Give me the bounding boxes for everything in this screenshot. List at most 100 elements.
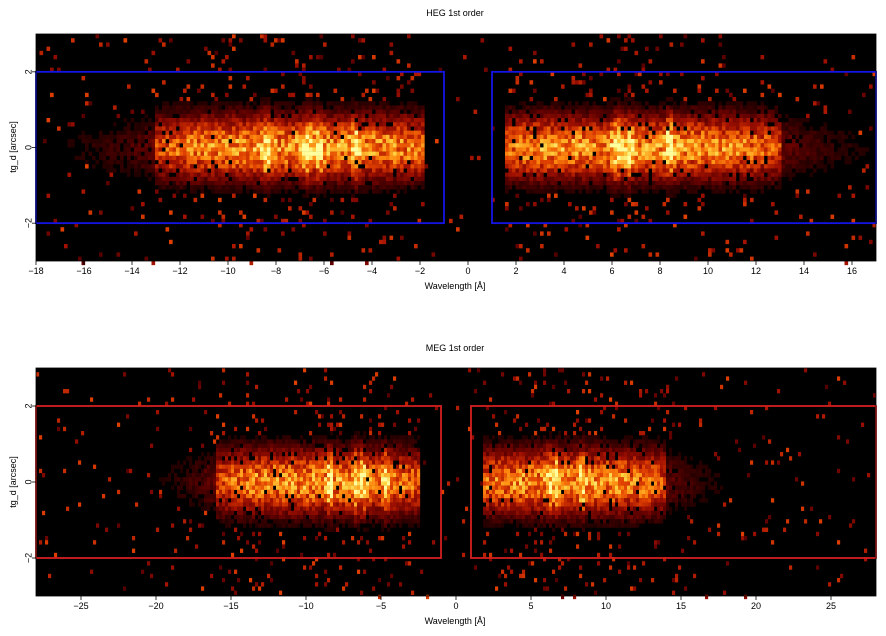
heg-heat-cell [368, 143, 373, 148]
meg-heat-cell [201, 485, 205, 490]
heg-heat-cell [505, 164, 509, 169]
meg-heat-cell [210, 502, 214, 507]
heg-heat-cell [309, 189, 313, 194]
heg-heat-cell [701, 160, 705, 165]
meg-heat-cell [312, 452, 316, 457]
meg-heat-cell [183, 481, 187, 486]
heg-heat-cell [389, 235, 394, 240]
heg-heat-cell [372, 134, 376, 140]
heg-heat-cell [60, 227, 65, 232]
meg-heat-cell [216, 456, 220, 461]
heg-heat-cell [190, 126, 194, 131]
heg-heat-cell [701, 151, 705, 156]
heg-heat-cell [396, 76, 401, 81]
heg-heat-cell [316, 172, 320, 177]
heg-heat-cell [295, 63, 299, 68]
heg-heat-cell [386, 105, 390, 110]
heg-heat-cell [666, 168, 670, 173]
heg-heat-cell [193, 189, 198, 194]
meg-heat-cell [258, 494, 262, 499]
heg-heat-cell [316, 147, 320, 152]
heg-heat-cell [382, 235, 387, 240]
meg-heat-cell [297, 502, 301, 507]
meg-heat-cell [207, 477, 211, 482]
heg-heat-cell [578, 214, 583, 219]
heg-heat-cell [225, 55, 229, 60]
heg-heat-cell [176, 172, 180, 177]
heg-heat-cell [375, 139, 380, 144]
heg-heat-cell [249, 227, 254, 232]
heg-heat-cell [858, 235, 863, 240]
heg-heat-cell [655, 122, 660, 127]
meg-heat-cell [234, 590, 238, 595]
heg-heat-cell [718, 134, 723, 140]
heg-heat-cell [617, 218, 621, 224]
meg-heat-cell [192, 502, 196, 507]
meg-heat-cell [303, 536, 307, 541]
heg-heat-cell [239, 181, 243, 186]
heg-heat-cell [508, 223, 513, 228]
heg-heat-cell [246, 172, 250, 177]
heg-heat-cell [162, 164, 166, 169]
meg-heat-cell [246, 468, 250, 474]
heg-heat-cell [186, 151, 191, 156]
heg-heat-cell [109, 134, 114, 140]
heg-heat-cell [253, 143, 257, 148]
heg-heat-cell [610, 164, 614, 169]
heg-heat-cell [547, 139, 551, 144]
heg-heat-cell [785, 151, 789, 156]
heg-heat-cell [522, 185, 527, 190]
heg-heat-cell [799, 139, 803, 144]
heg-heat-cell [193, 126, 198, 131]
heg-heat-cell [396, 168, 401, 173]
heg-heat-cell [372, 181, 376, 186]
meg-heat-cell [219, 494, 223, 499]
meg-heat-cell [252, 473, 256, 478]
heg-heat-cell [361, 151, 366, 156]
heg-heat-cell [246, 160, 250, 165]
heg-heat-cell [414, 176, 418, 182]
heg-heat-cell [505, 130, 509, 135]
heg-heat-cell [368, 105, 373, 110]
meg-heat-cell [297, 481, 301, 486]
heg-heat-cell [263, 105, 268, 110]
meg-heat-cell [294, 456, 298, 461]
heg-heat-cell [316, 122, 320, 127]
heg-heat-cell [386, 101, 390, 106]
heg-heat-cell [134, 160, 138, 165]
heg-heat-cell [613, 164, 618, 169]
meg-heat-cell [279, 439, 283, 444]
heg-heat-cell [155, 105, 159, 110]
heg-heat-cell [379, 151, 383, 156]
meg-heat-cell [222, 540, 226, 545]
heg-heat-cell [141, 109, 145, 114]
heg-heat-cell [837, 155, 842, 161]
heg-heat-cell [134, 172, 138, 177]
heg-heat-cell [235, 139, 240, 144]
heg-heat-cell [204, 139, 208, 144]
heg-heat-cell [687, 189, 691, 194]
heg-heat-cell [309, 55, 313, 60]
heg-heat-cell [368, 134, 373, 140]
heg-heat-cell [372, 147, 376, 152]
heg-heat-cell [312, 172, 317, 177]
heg-heat-cell [851, 143, 856, 148]
heg-heat-cell [736, 147, 740, 152]
heg-heat-cell [732, 105, 737, 110]
heg-heat-cell [631, 181, 635, 186]
heg-heat-cell [627, 155, 632, 161]
heg-heat-cell [585, 151, 590, 156]
heg-heat-cell [785, 122, 789, 127]
meg-heat-cell [240, 435, 244, 440]
heg-heat-cell [95, 143, 100, 148]
heg-heat-cell [596, 130, 600, 135]
heg-heat-cell [340, 210, 345, 215]
heg-heat-cell [771, 147, 775, 152]
heg-heat-cell [652, 181, 656, 186]
heg-heat-cell [802, 118, 807, 123]
heg-heat-cell [652, 109, 656, 114]
heg-heat-cell [407, 147, 411, 152]
heg-heat-cell [659, 130, 663, 135]
heg-heat-cell [358, 189, 362, 194]
meg-heat-cell [297, 389, 301, 394]
